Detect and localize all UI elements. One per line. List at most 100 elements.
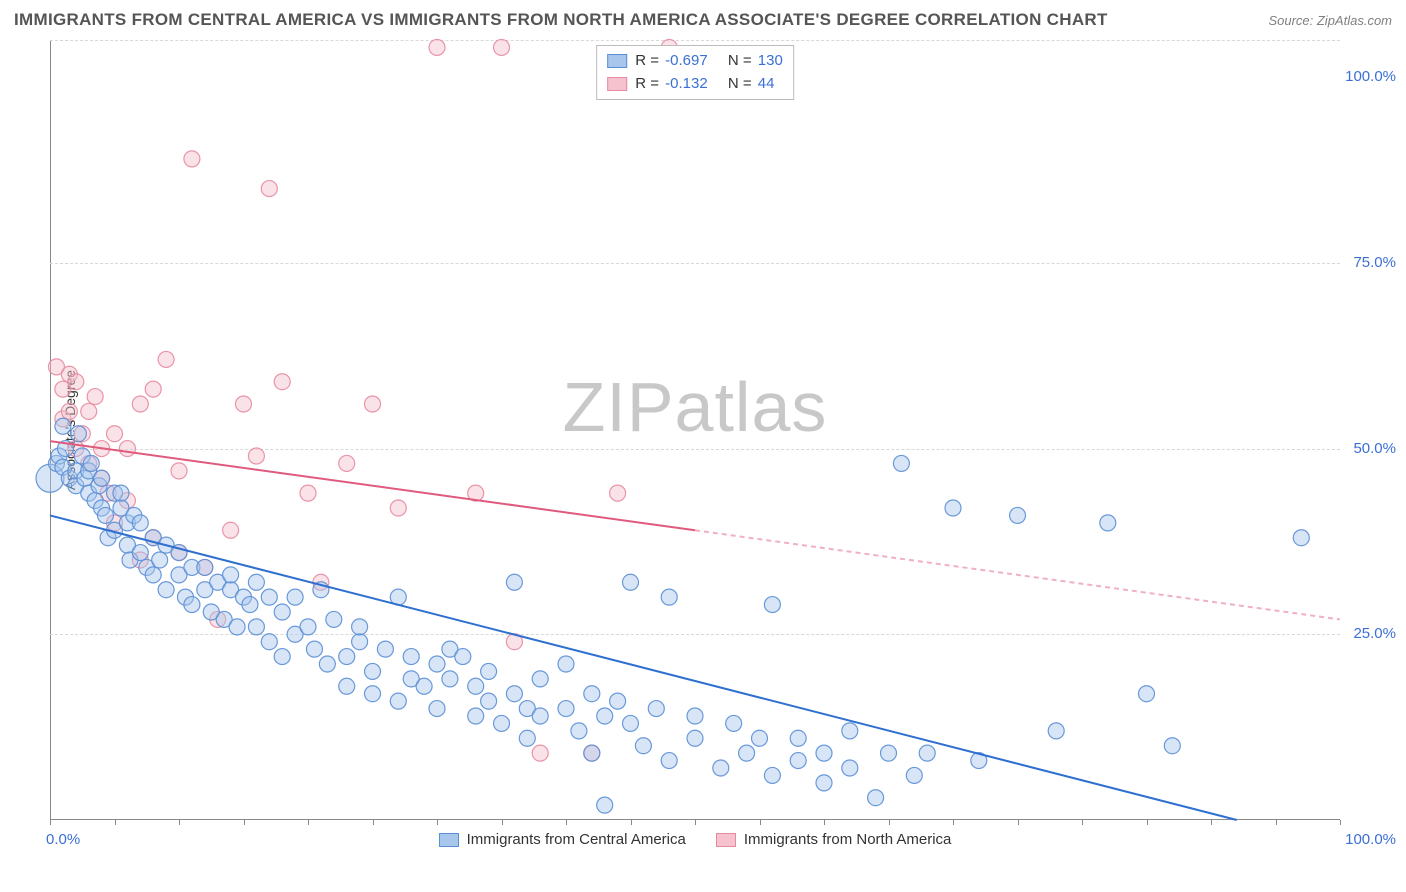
x-tick (502, 820, 503, 825)
scatter-point (390, 693, 406, 709)
scatter-point (868, 790, 884, 806)
swatch-series-b (607, 77, 627, 91)
scatter-point (687, 708, 703, 724)
scatter-point (229, 619, 245, 635)
x-tick (953, 820, 954, 825)
scatter-point (70, 426, 86, 442)
scatter-point (468, 678, 484, 694)
scatter-point (145, 567, 161, 583)
scatter-point (842, 723, 858, 739)
scatter-point (377, 641, 393, 657)
n-label-a: N = (728, 52, 752, 69)
scatter-point (132, 545, 148, 561)
scatter-point (893, 455, 909, 471)
scatter-point (661, 589, 677, 605)
scatter-point (635, 738, 651, 754)
scatter-point (1048, 723, 1064, 739)
r-label-a: R = (635, 52, 659, 69)
scatter-point (764, 767, 780, 783)
scatter-point (752, 730, 768, 746)
scatter-point (300, 619, 316, 635)
scatter-point (558, 656, 574, 672)
scatter-point (416, 678, 432, 694)
scatter-point (403, 649, 419, 665)
scatter-point (107, 426, 123, 442)
scatter-point (132, 515, 148, 531)
scatter-point (97, 507, 113, 523)
swatch-series-a-bottom (439, 833, 459, 847)
scatter-point (906, 767, 922, 783)
scatter-point (610, 485, 626, 501)
scatter-point (584, 686, 600, 702)
scatter-point (455, 649, 471, 665)
scatter-point (171, 463, 187, 479)
r-value-a: -0.697 (665, 52, 708, 69)
legend-bottom: Immigrants from Central America Immigran… (50, 831, 1340, 848)
y-grid-label: 75.0% (1353, 254, 1396, 271)
x-tick (1147, 820, 1148, 825)
scatter-point (1100, 515, 1116, 531)
scatter-point (242, 597, 258, 613)
x-tick (115, 820, 116, 825)
scatter-point (519, 730, 535, 746)
scatter-point (158, 351, 174, 367)
scatter-point (248, 574, 264, 590)
x-tick (824, 820, 825, 825)
scatter-point (55, 418, 71, 434)
scatter-point (1010, 507, 1026, 523)
x-tick (50, 820, 51, 825)
source-attribution: Source: ZipAtlas.com (1268, 13, 1392, 28)
scatter-point (261, 181, 277, 197)
scatter-point (881, 745, 897, 761)
scatter-point (713, 760, 729, 776)
chart-title: IMMIGRANTS FROM CENTRAL AMERICA VS IMMIG… (14, 10, 1108, 30)
scatter-point (83, 455, 99, 471)
n-label-b: N = (728, 75, 752, 92)
scatter-point (584, 745, 600, 761)
x-tick (179, 820, 180, 825)
x-tick (1082, 820, 1083, 825)
scatter-point (816, 775, 832, 791)
scatter-point (1164, 738, 1180, 754)
scatter-point (726, 715, 742, 731)
y-grid-label: 25.0% (1353, 625, 1396, 642)
legend-top: R = -0.697 N = 130 R = -0.132 N = 44 (596, 45, 794, 100)
scatter-point (842, 760, 858, 776)
scatter-point (481, 663, 497, 679)
chart-header: IMMIGRANTS FROM CENTRAL AMERICA VS IMMIG… (14, 10, 1392, 30)
scatter-point (661, 753, 677, 769)
scatter-point (248, 619, 264, 635)
x-tick (1018, 820, 1019, 825)
scatter-point (532, 708, 548, 724)
scatter-point (306, 641, 322, 657)
r-label-b: R = (635, 75, 659, 92)
n-value-a: 130 (758, 52, 783, 69)
scatter-point (481, 693, 497, 709)
scatter-point (390, 500, 406, 516)
legend-bottom-item-b: Immigrants from North America (716, 831, 952, 848)
scatter-point (429, 39, 445, 55)
scatter-point (132, 396, 148, 412)
scatter-point (506, 686, 522, 702)
y-grid-label: 50.0% (1353, 440, 1396, 457)
scatter-point (1293, 530, 1309, 546)
scatter-point (623, 715, 639, 731)
scatter-point (494, 39, 510, 55)
x-left-label: 0.0% (46, 831, 80, 848)
scatter-point (429, 701, 445, 717)
scatter-point (61, 403, 77, 419)
x-tick (760, 820, 761, 825)
scatter-point (248, 448, 264, 464)
x-tick (695, 820, 696, 825)
scatter-point (158, 582, 174, 598)
plot-container: Associate's Degree ZIPatlas R = -0.697 N… (50, 40, 1340, 820)
scatter-point (597, 797, 613, 813)
trend-line (695, 530, 1340, 619)
series-b-label: Immigrants from North America (744, 831, 952, 848)
scatter-point (429, 656, 445, 672)
scatter-point (145, 381, 161, 397)
scatter-point (532, 745, 548, 761)
x-tick (1276, 820, 1277, 825)
scatter-point (816, 745, 832, 761)
x-tick (308, 820, 309, 825)
